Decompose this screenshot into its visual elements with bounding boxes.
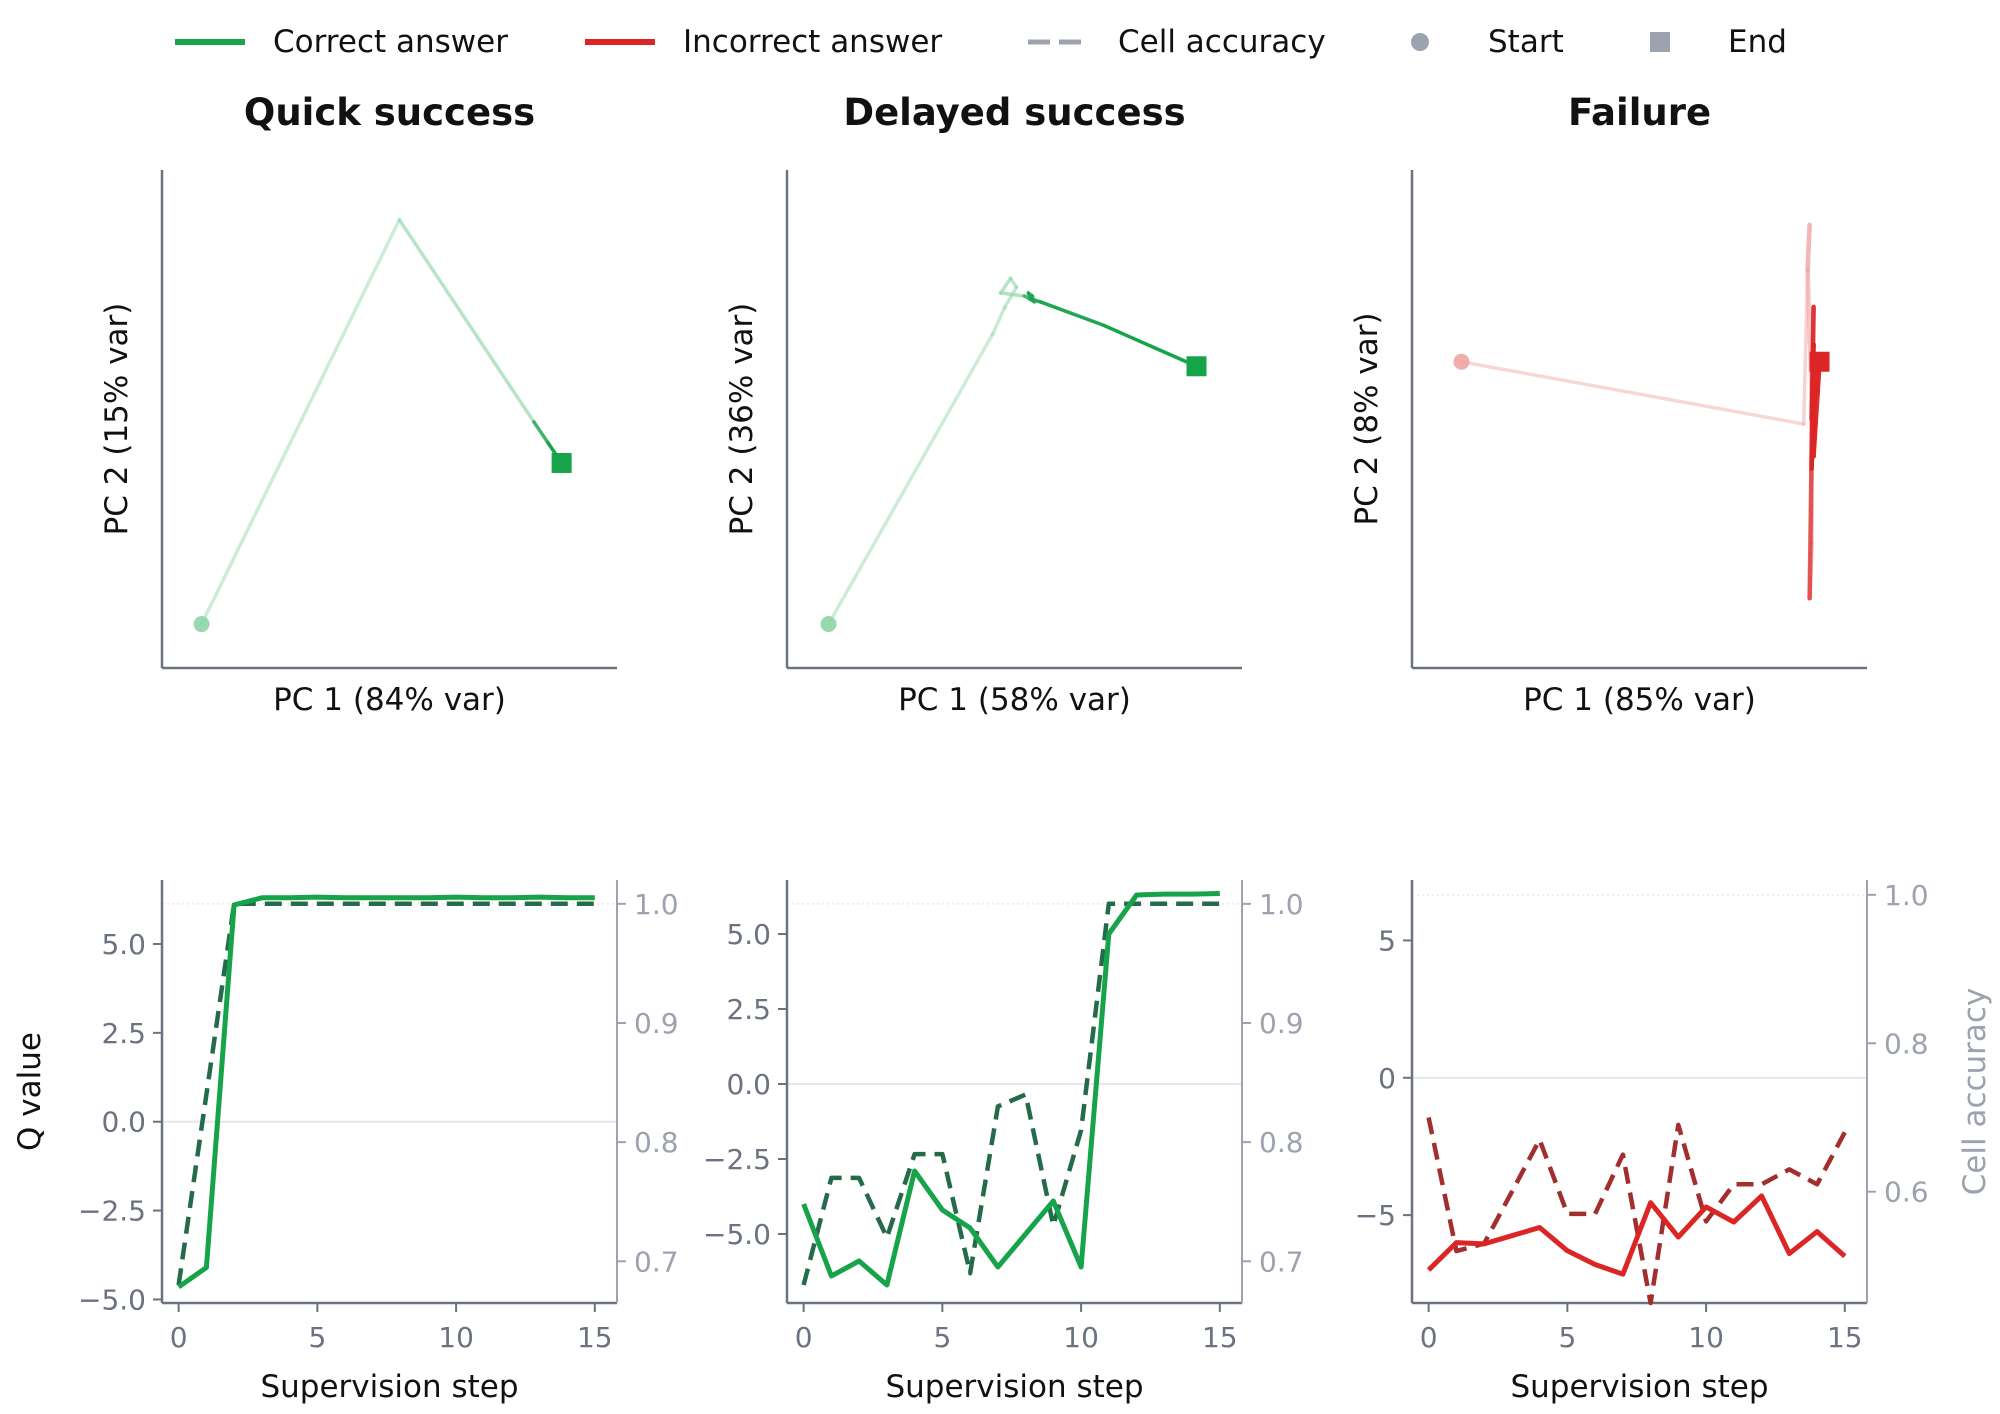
trajectory-segment [826,332,995,626]
y-tick-label: 5 [1378,924,1396,957]
end-marker [1809,351,1830,372]
y2-tick-label: 0.9 [1259,1007,1304,1040]
x-tick-label: 0 [170,1321,188,1354]
y-axis-label: Q value [12,1032,48,1151]
trajectory-segment [990,305,1007,336]
x-tick-label: 5 [933,1321,951,1354]
x-tick-label: 10 [1063,1321,1099,1354]
y2-tick-label: 0.6 [1884,1176,1929,1209]
trajectory-segment [1101,323,1199,369]
x-tick-label: 15 [1202,1321,1238,1354]
panels: Quick success PC 1 (84% var) PC 2 (15% var… [12,91,1993,1405]
trajectory-segment [1459,359,1806,426]
legend-swatch-square [1650,32,1670,52]
pca-panel-2: Delayed success PC 1 (58% var) PC 2 (36% v… [724,91,1242,718]
legend-item-incorrect-answer: Incorrect answer [585,24,942,60]
x-tick-label: 10 [1688,1321,1724,1354]
trajectory-segment [1805,222,1812,272]
legend-label: Correct answer [273,24,508,60]
y-tick-label: 2.5 [101,1017,146,1050]
end-marker [1186,356,1207,377]
legend: Correct answer Incorrect answer Cell accur… [175,24,1787,60]
trajectory-segment [199,218,402,626]
y-axis-label: PC 2 (36% var) [724,303,760,536]
legend-item-cell-accuracy: Cell accuracy [1028,24,1326,60]
legend-item-correct-answer: Correct answer [175,24,508,60]
cell-accuracy-series [176,901,595,1286]
start-marker [820,616,837,633]
x-axis-label: PC 1 (58% var) [898,682,1131,718]
x-tick-label: 0 [1420,1321,1438,1354]
panel-title: Quick success [244,91,535,134]
cell-accuracy-series [801,901,1220,1286]
legend-label: Incorrect answer [683,24,942,60]
x-tick-label: 5 [1558,1321,1576,1354]
y2-tick-label: 0.9 [634,1007,679,1040]
legend-label: Cell accuracy [1118,24,1326,60]
q-panel-2: 0 5 10 15 5.0 2.5 0.0 −2.5 −5.0 1.0 0.9 0.8 0.7 Super… [703,880,1304,1405]
legend-item-start: Start [1411,24,1564,60]
x-tick-label: 5 [308,1321,326,1354]
legend-item-end: End [1650,24,1787,60]
q-value-series [177,894,595,1290]
q-panel-1: 0 5 10 15 5.0 2.5 0.0 −2.5 −5.0 1.0 0.9 0.8 0.7 Super… [12,880,679,1405]
y-tick-label: 5.0 [101,928,146,961]
y2-tick-label: 0.8 [1884,1027,1929,1060]
y-tick-label: −5.0 [703,1218,771,1251]
pca-panel-1: Quick success PC 1 (84% var) PC 2 (15% var… [99,91,617,718]
trajectory-segment [998,291,1027,298]
trajectory-segment [998,276,1013,295]
pca-panel-3: Failure PC 1 (85% var) PC 2 (8% var) [1349,91,1867,718]
x-tick-label: 0 [795,1321,813,1354]
trajectory-segment [1002,285,1019,310]
cell-accuracy-series [1426,1117,1847,1306]
y2-axis-label: Cell accuracy [1957,988,1993,1196]
start-marker [1453,353,1470,370]
y-tick-label: −2.5 [78,1195,146,1228]
x-tick-label: 10 [438,1321,474,1354]
legend-label: Start [1488,24,1564,60]
y-tick-label: 2.5 [726,993,771,1026]
x-tick-label: 15 [577,1321,613,1354]
y-tick-label: −5.0 [78,1283,146,1316]
y2-tick-label: 1.0 [1884,879,1929,912]
panel-title: Delayed success [843,91,1185,134]
y-tick-label: 5.0 [726,918,771,951]
x-axis-label: Supervision step [885,1369,1143,1405]
trajectory-segment [1811,391,1820,459]
legend-swatch-circle [1411,33,1429,51]
y2-tick-label: 0.7 [634,1245,679,1278]
q-value-series [801,891,1220,1288]
x-axis-label: Supervision step [260,1369,518,1405]
q-panel-3: 0 5 10 15 5 0 −5 1.0 0.8 0.6 Supervision step Cell … [1355,879,1993,1405]
x-axis-label: Supervision step [1510,1369,1768,1405]
y2-tick-label: 1.0 [634,888,679,921]
y2-tick-label: 0.8 [634,1126,679,1159]
y-tick-label: −2.5 [703,1143,771,1176]
x-tick-label: 15 [1827,1321,1863,1354]
panel-title: Failure [1568,91,1711,134]
start-marker [193,616,210,633]
y-tick-label: 0.0 [101,1106,146,1139]
end-marker [551,452,572,473]
trajectory-segment [1038,300,1106,328]
trajectory-segment [532,420,550,445]
x-axis-label: PC 1 (85% var) [1523,682,1756,718]
x-axis-label: PC 1 (84% var) [273,682,506,718]
y2-tick-label: 0.8 [1259,1126,1304,1159]
y-axis-label: PC 2 (15% var) [99,303,135,536]
y2-tick-label: 0.7 [1259,1245,1304,1278]
legend-label: End [1728,24,1787,60]
trajectory-segment [397,218,536,424]
q-value-series [1426,1193,1847,1277]
y2-tick-label: 1.0 [1259,888,1304,921]
y-tick-label: 0.0 [726,1068,771,1101]
y-axis-label: PC 2 (8% var) [1349,312,1385,525]
y-tick-label: −5 [1355,1199,1396,1232]
y-tick-label: 0 [1378,1062,1396,1095]
